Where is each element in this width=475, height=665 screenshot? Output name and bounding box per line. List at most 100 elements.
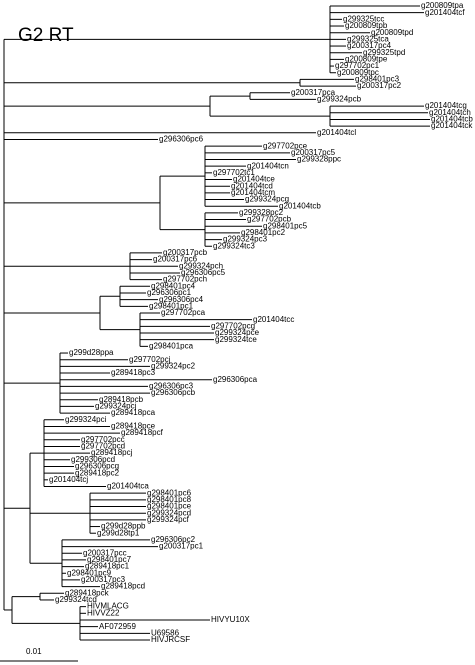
leaf-label: g299328pc2 [239, 208, 284, 217]
leaf-label: g299325tpd [363, 48, 405, 57]
leaf-label: g200317pc6 [153, 255, 198, 264]
leaf-label: g200809tpa [421, 1, 464, 10]
leaf-label: g298401pce [147, 502, 192, 511]
leaf-label: g299d28ppa [69, 348, 114, 357]
leaf-label: g296306pc4 [159, 295, 204, 304]
leaf-label: g296306pc1 [147, 288, 192, 297]
leaf-label: g200317pc2 [357, 81, 402, 90]
leaf-label: g296306pc3 [149, 382, 194, 391]
leaf-label: g289418pc2 [75, 468, 120, 477]
leaf-label: g298401pc5 [263, 221, 308, 230]
leaf-label: HIVMLACG [87, 602, 129, 611]
leaf-label: g299d28tp1 [97, 528, 140, 537]
leaf-label: g200317pc1 [159, 542, 204, 551]
leaf-label: g289418pca [111, 408, 156, 417]
leaf-label: g296306pc2 [151, 535, 196, 544]
leaf-label: g297702tc1 [213, 168, 255, 177]
leaf-label: g298401pc4 [151, 281, 196, 290]
leaf-label: g201404tcj [49, 475, 88, 484]
leaf-label: g298401pc3 [355, 75, 400, 84]
leaf-label: g201404tch [429, 108, 471, 117]
leaf-label: g201404tcf [425, 8, 465, 17]
leaf-label: g298401pc9 [67, 568, 112, 577]
leaf-label: g298401pc6 [147, 488, 192, 497]
leaf-label: g201404tcl [317, 128, 356, 137]
leaf-label: g299324pcj [95, 402, 137, 411]
leaf-label: g296306pc6 [159, 135, 204, 144]
leaf-label: g289418pce [111, 422, 156, 431]
leaf-label: g201404tck [431, 121, 473, 130]
leaf-label: g299324pcf [147, 515, 190, 524]
leaf-label: g299324pci [65, 415, 107, 424]
leaf-label: g299328ppc [297, 155, 341, 164]
leaf-label: AF072959 [99, 622, 136, 631]
leaf-label: g200317pc3 [81, 575, 126, 584]
leaf-label: g200317pc4 [347, 41, 392, 50]
leaf-label: g200317pcc [83, 548, 127, 557]
leaf-label: g299306pcd [71, 455, 115, 464]
leaf-label: g296306pc5 [181, 268, 226, 277]
leaf-label: g200317pcb [163, 248, 208, 257]
leaf-label: g289418pc1 [85, 562, 130, 571]
leaf-label: g200317pca [291, 88, 336, 97]
leaf-label: g289418pcd [101, 582, 145, 591]
leaf-label: g298401pc8 [147, 495, 192, 504]
leaf-label: g289418pcj [91, 448, 133, 457]
leaf-label: g299324pcd [147, 508, 191, 517]
leaf-label: g298401pc1 [149, 301, 194, 310]
leaf-label: g289418pck [65, 588, 110, 597]
leaf-label: g297702pca [161, 308, 206, 317]
scale-bar-label: 0.01 [26, 647, 42, 656]
leaf-label: g296306pcb [151, 388, 196, 397]
leaf-label: g296306pca [213, 375, 258, 384]
leaf-label: g297702pcg [211, 321, 255, 330]
leaf-label: HIVYU10X [211, 615, 250, 624]
leaf-label: g296306pcg [75, 462, 119, 471]
leaf-label: g289418pcb [99, 395, 144, 404]
leaf-label: g299324pcb [317, 95, 362, 104]
leaf-label: g299324tcd [55, 595, 97, 604]
leaf-label: g201404tcd [231, 181, 273, 190]
leaf-label: g297702pcj [129, 355, 171, 364]
leaf-label: g201404tcm [231, 188, 275, 197]
leaf-label: g200809tpc [337, 68, 379, 77]
leaf-label: g200809tpe [345, 54, 388, 63]
leaf-label: g297702pcb [247, 215, 292, 224]
leaf-label: g299325tcc [343, 14, 384, 23]
leaf-label: g200317pc5 [291, 148, 336, 157]
leaf-label: g201404tce [233, 175, 275, 184]
leaf-label: g299324pcg [245, 195, 289, 204]
leaf-label: g201404tca [107, 482, 149, 491]
leaf-label: g299325tca [347, 34, 389, 43]
leaf-label: g299324pc3 [223, 235, 268, 244]
leaf-label: g297702pcc [81, 435, 125, 444]
leaf-label: g298401pc7 [87, 555, 132, 564]
leaf-label: g299324pch [179, 261, 223, 270]
leaf-label: g289418pcf [121, 428, 164, 437]
leaf-label: g201404tcb [431, 115, 473, 124]
leaf-label: g298401pca [149, 341, 194, 350]
leaf-label: g299324pce [215, 328, 260, 337]
leaf-label: g299324tc3 [213, 241, 255, 250]
leaf-label: g299324tce [215, 335, 257, 344]
leaf-label: g201404tcb [279, 201, 321, 210]
leaf-label: g299324pc2 [151, 361, 196, 370]
leaf-label: HIVJRCSF [151, 635, 190, 644]
leaf-label: g299d28ppb [101, 522, 146, 531]
leaf-label: U69586 [151, 628, 180, 637]
leaf-label: g297702pc1 [335, 61, 380, 70]
leaf-label: g201404tcg [425, 101, 467, 110]
leaf-label: g200809tpd [371, 28, 413, 37]
tree-title: G2 RT [18, 25, 74, 46]
leaf-label: g298401pc2 [241, 228, 286, 237]
leaf-label: g297702pch [163, 275, 207, 284]
leaf-label: g200809tpb [345, 21, 388, 30]
leaf-label: g201404tcc [253, 315, 294, 324]
leaf-label: g201404tcn [247, 161, 289, 170]
leaf-label: g297702pce [263, 141, 308, 150]
leaf-label: g289418pc3 [111, 368, 156, 377]
leaf-label: HIVVZ22 [87, 608, 120, 617]
leaf-label: g297702pcd [81, 442, 125, 451]
